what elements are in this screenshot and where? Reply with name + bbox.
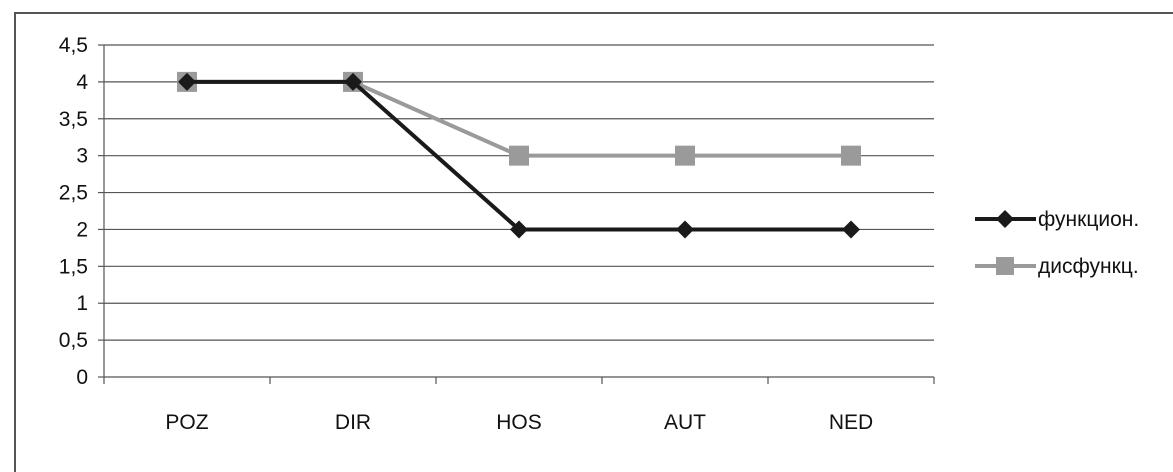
x-tick-label: HOS <box>496 411 542 434</box>
x-tick-label: NED <box>829 411 873 434</box>
x-tick-label: DIR <box>335 411 371 434</box>
series-1 <box>178 72 860 239</box>
data-point-diamond <box>344 72 362 91</box>
line-chart: 0 0,5 1 1,5 2 2,5 3 3,5 4 4,5 POZ DIR HOS AUT NED фун… <box>59 34 1139 434</box>
legend-item: дисфункц. <box>975 255 1139 278</box>
y-tick-label: 2 <box>76 218 88 241</box>
y-tick-label: 0 <box>76 366 88 389</box>
series-lines <box>177 71 861 239</box>
y-axis-tick-labels: 0 0,5 1 1,5 2 2,5 3 3,5 4 4,5 <box>59 34 89 389</box>
gridlines <box>104 44 934 341</box>
data-point-square <box>509 145 529 166</box>
data-point-diamond <box>510 220 528 239</box>
y-tick-label: 2,5 <box>59 182 88 205</box>
legend-item: функцион. <box>975 208 1139 231</box>
y-tick-label: 0,5 <box>59 329 88 352</box>
legend: функцион. дисфункц. <box>975 208 1139 278</box>
y-tick-label: 1 <box>76 292 88 315</box>
data-point-square <box>996 257 1014 275</box>
legend-label: дисфункц. <box>1038 255 1139 278</box>
legend-label: функцион. <box>1038 208 1139 231</box>
y-tick-label: 3,5 <box>59 108 88 131</box>
data-point-square <box>675 145 695 166</box>
x-tick-label: POZ <box>165 411 208 434</box>
data-point-diamond <box>178 72 196 91</box>
y-tick-label: 4,5 <box>59 34 88 57</box>
y-tick-label: 1,5 <box>59 255 88 278</box>
data-point-diamond <box>996 210 1014 228</box>
y-tick-label: 4 <box>76 71 88 94</box>
data-point-diamond <box>676 220 694 239</box>
x-tick-label: AUT <box>664 411 706 434</box>
data-point-diamond <box>842 220 860 239</box>
data-point-square <box>841 145 861 166</box>
y-tick-label: 3 <box>76 145 88 168</box>
axes <box>98 44 935 384</box>
chart-frame <box>14 12 1173 472</box>
x-axis-tick-labels: POZ DIR HOS AUT NED <box>165 411 873 434</box>
